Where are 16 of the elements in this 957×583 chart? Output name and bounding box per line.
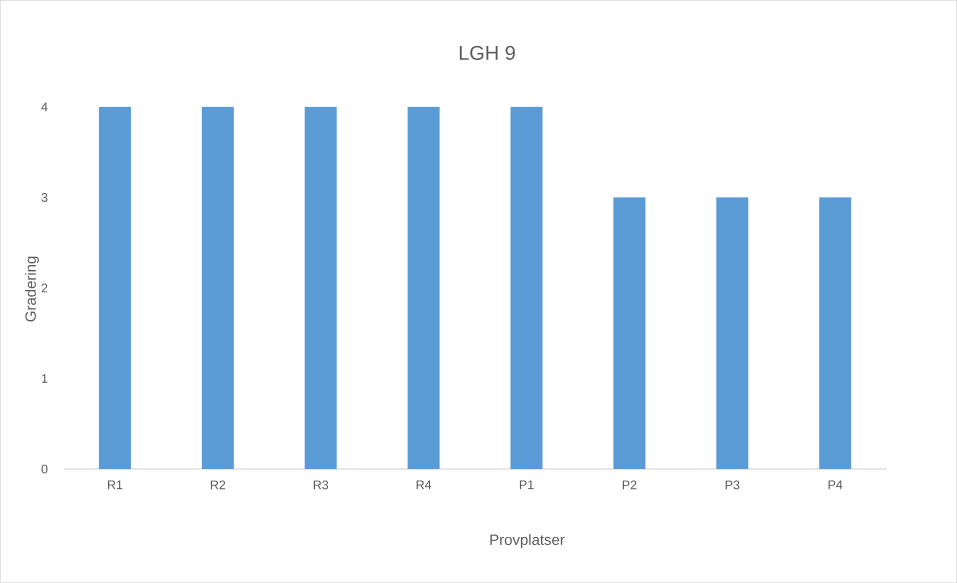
- x-tick-label: R2: [210, 480, 226, 490]
- y-tick-label: 4: [41, 102, 48, 112]
- x-axis-title: Provplatser: [490, 534, 565, 548]
- y-tick-label: 2: [42, 284, 48, 292]
- x-tick-label: P2: [622, 480, 636, 490]
- y-tick-label: 3: [42, 193, 48, 202]
- x-tick-label: R3: [314, 480, 328, 490]
- y-tick-label: 0: [42, 464, 48, 474]
- x-tick-label: P3: [726, 480, 740, 490]
- y-tick-label: 1: [42, 374, 48, 383]
- x-tick-label: P1: [520, 480, 534, 490]
- x-tick-label: R1: [108, 480, 122, 490]
- y-axis-title: Gradering: [24, 256, 39, 322]
- x-tick-label: P4: [828, 480, 842, 490]
- x-tick-label: R4: [416, 480, 432, 490]
- chart-title: LGH 9: [460, 46, 515, 60]
